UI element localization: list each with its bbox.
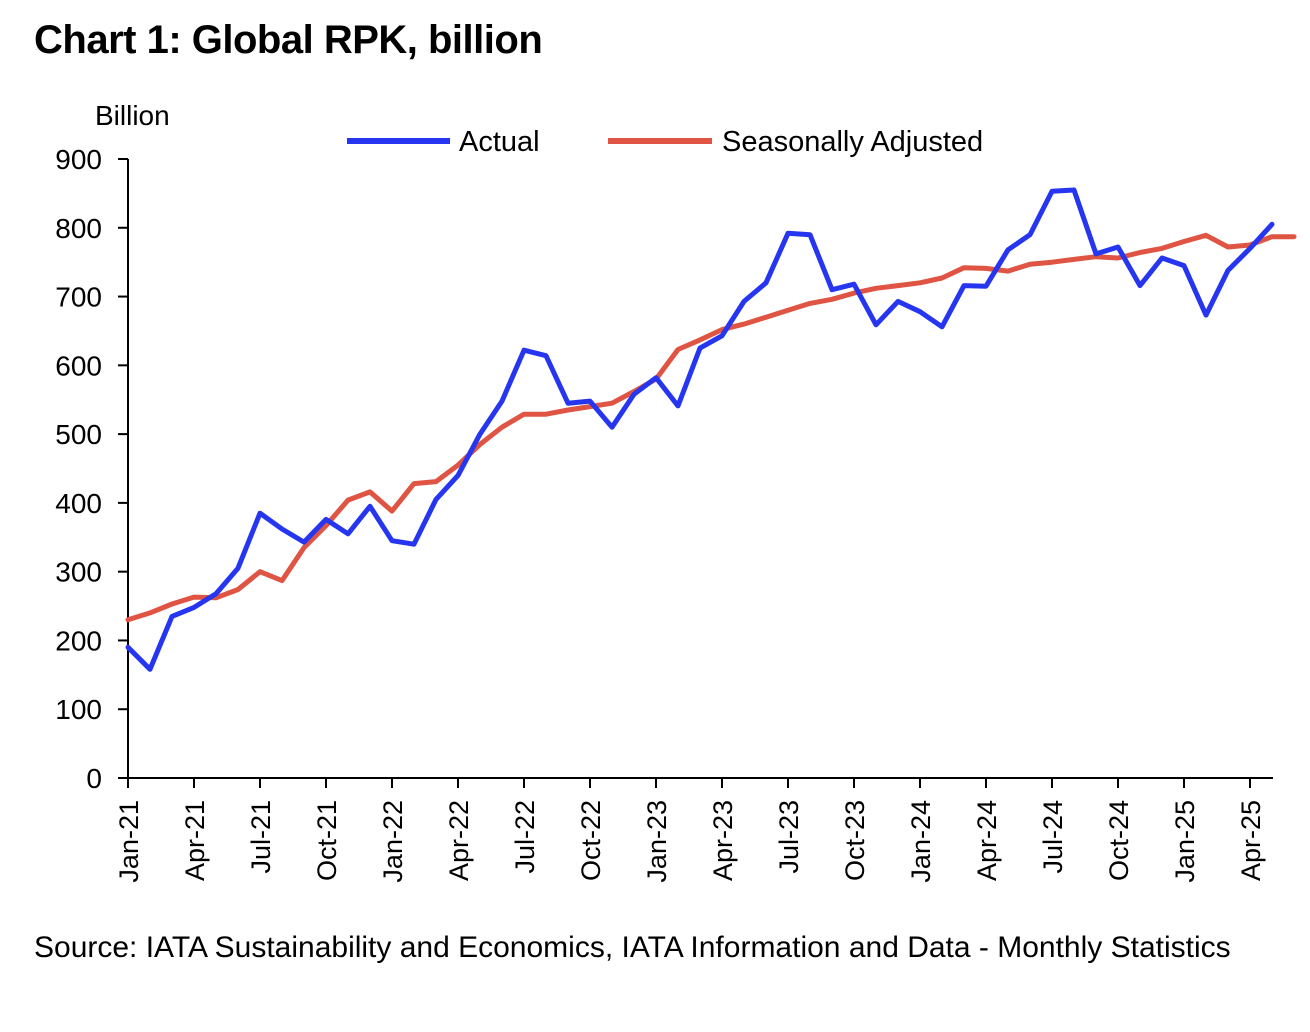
x-tick-label: Jan-23 [642,800,672,883]
x-tick-label: Jul-23 [774,800,804,874]
y-tick-label: 0 [86,763,102,794]
y-tick-label: 300 [55,557,102,588]
x-tick-label: Jul-22 [510,800,540,874]
y-tick-label: 800 [55,213,102,244]
series-line-actual [125,187,1275,672]
x-tick-label: Jan-25 [1170,800,1200,883]
x-tick-label: Oct-22 [576,800,606,881]
axes [127,159,1273,779]
x-tick-label: Oct-24 [1104,800,1134,881]
y-axis-ticks: 0 100 200 300 400 500 600 700 800 900 [55,144,128,794]
x-axis-ticks: Jan-21 Apr-21 Jul-21 Oct-21 Jan-22 Apr-22 Jul-… [114,778,1266,883]
y-tick-label: 400 [55,488,102,519]
series-line-seasonally-adjusted [125,232,1297,623]
x-tick-label: Apr-22 [444,800,474,881]
x-tick-label: Jul-21 [246,800,276,874]
source-note: Source: IATA Sustainability and Economic… [34,931,1231,964]
y-tick-label: 900 [55,144,102,175]
x-tick-label: Apr-25 [1236,800,1266,881]
series-lines [125,187,1297,672]
x-tick-label: Oct-23 [840,800,870,881]
x-tick-label: Apr-24 [972,800,1002,881]
legend: Actual Seasonally Adjusted [347,126,983,158]
legend-seasonally-adjusted-label: Seasonally Adjusted [722,126,983,158]
x-tick-label: Oct-21 [312,800,342,881]
y-tick-label: 500 [55,419,102,450]
legend-actual-label: Actual [459,126,540,158]
y-tick-label: 100 [55,694,102,725]
rpk-line-chart: Billion Actual Seasonally Adjusted 0 100 2… [55,100,1297,883]
x-tick-label: Apr-21 [180,800,210,881]
y-axis-unit-label: Billion [95,100,170,131]
y-tick-label: 700 [55,282,102,313]
x-tick-label: Jan-21 [114,800,144,883]
y-tick-label: 600 [55,350,102,381]
chart-title: Chart 1: Global RPK, billion [34,18,543,62]
x-tick-label: Jul-24 [1038,800,1068,874]
x-tick-label: Jan-24 [906,800,936,883]
x-tick-label: Jan-22 [378,800,408,883]
y-tick-label: 200 [55,625,102,656]
x-tick-label: Apr-23 [708,800,738,881]
